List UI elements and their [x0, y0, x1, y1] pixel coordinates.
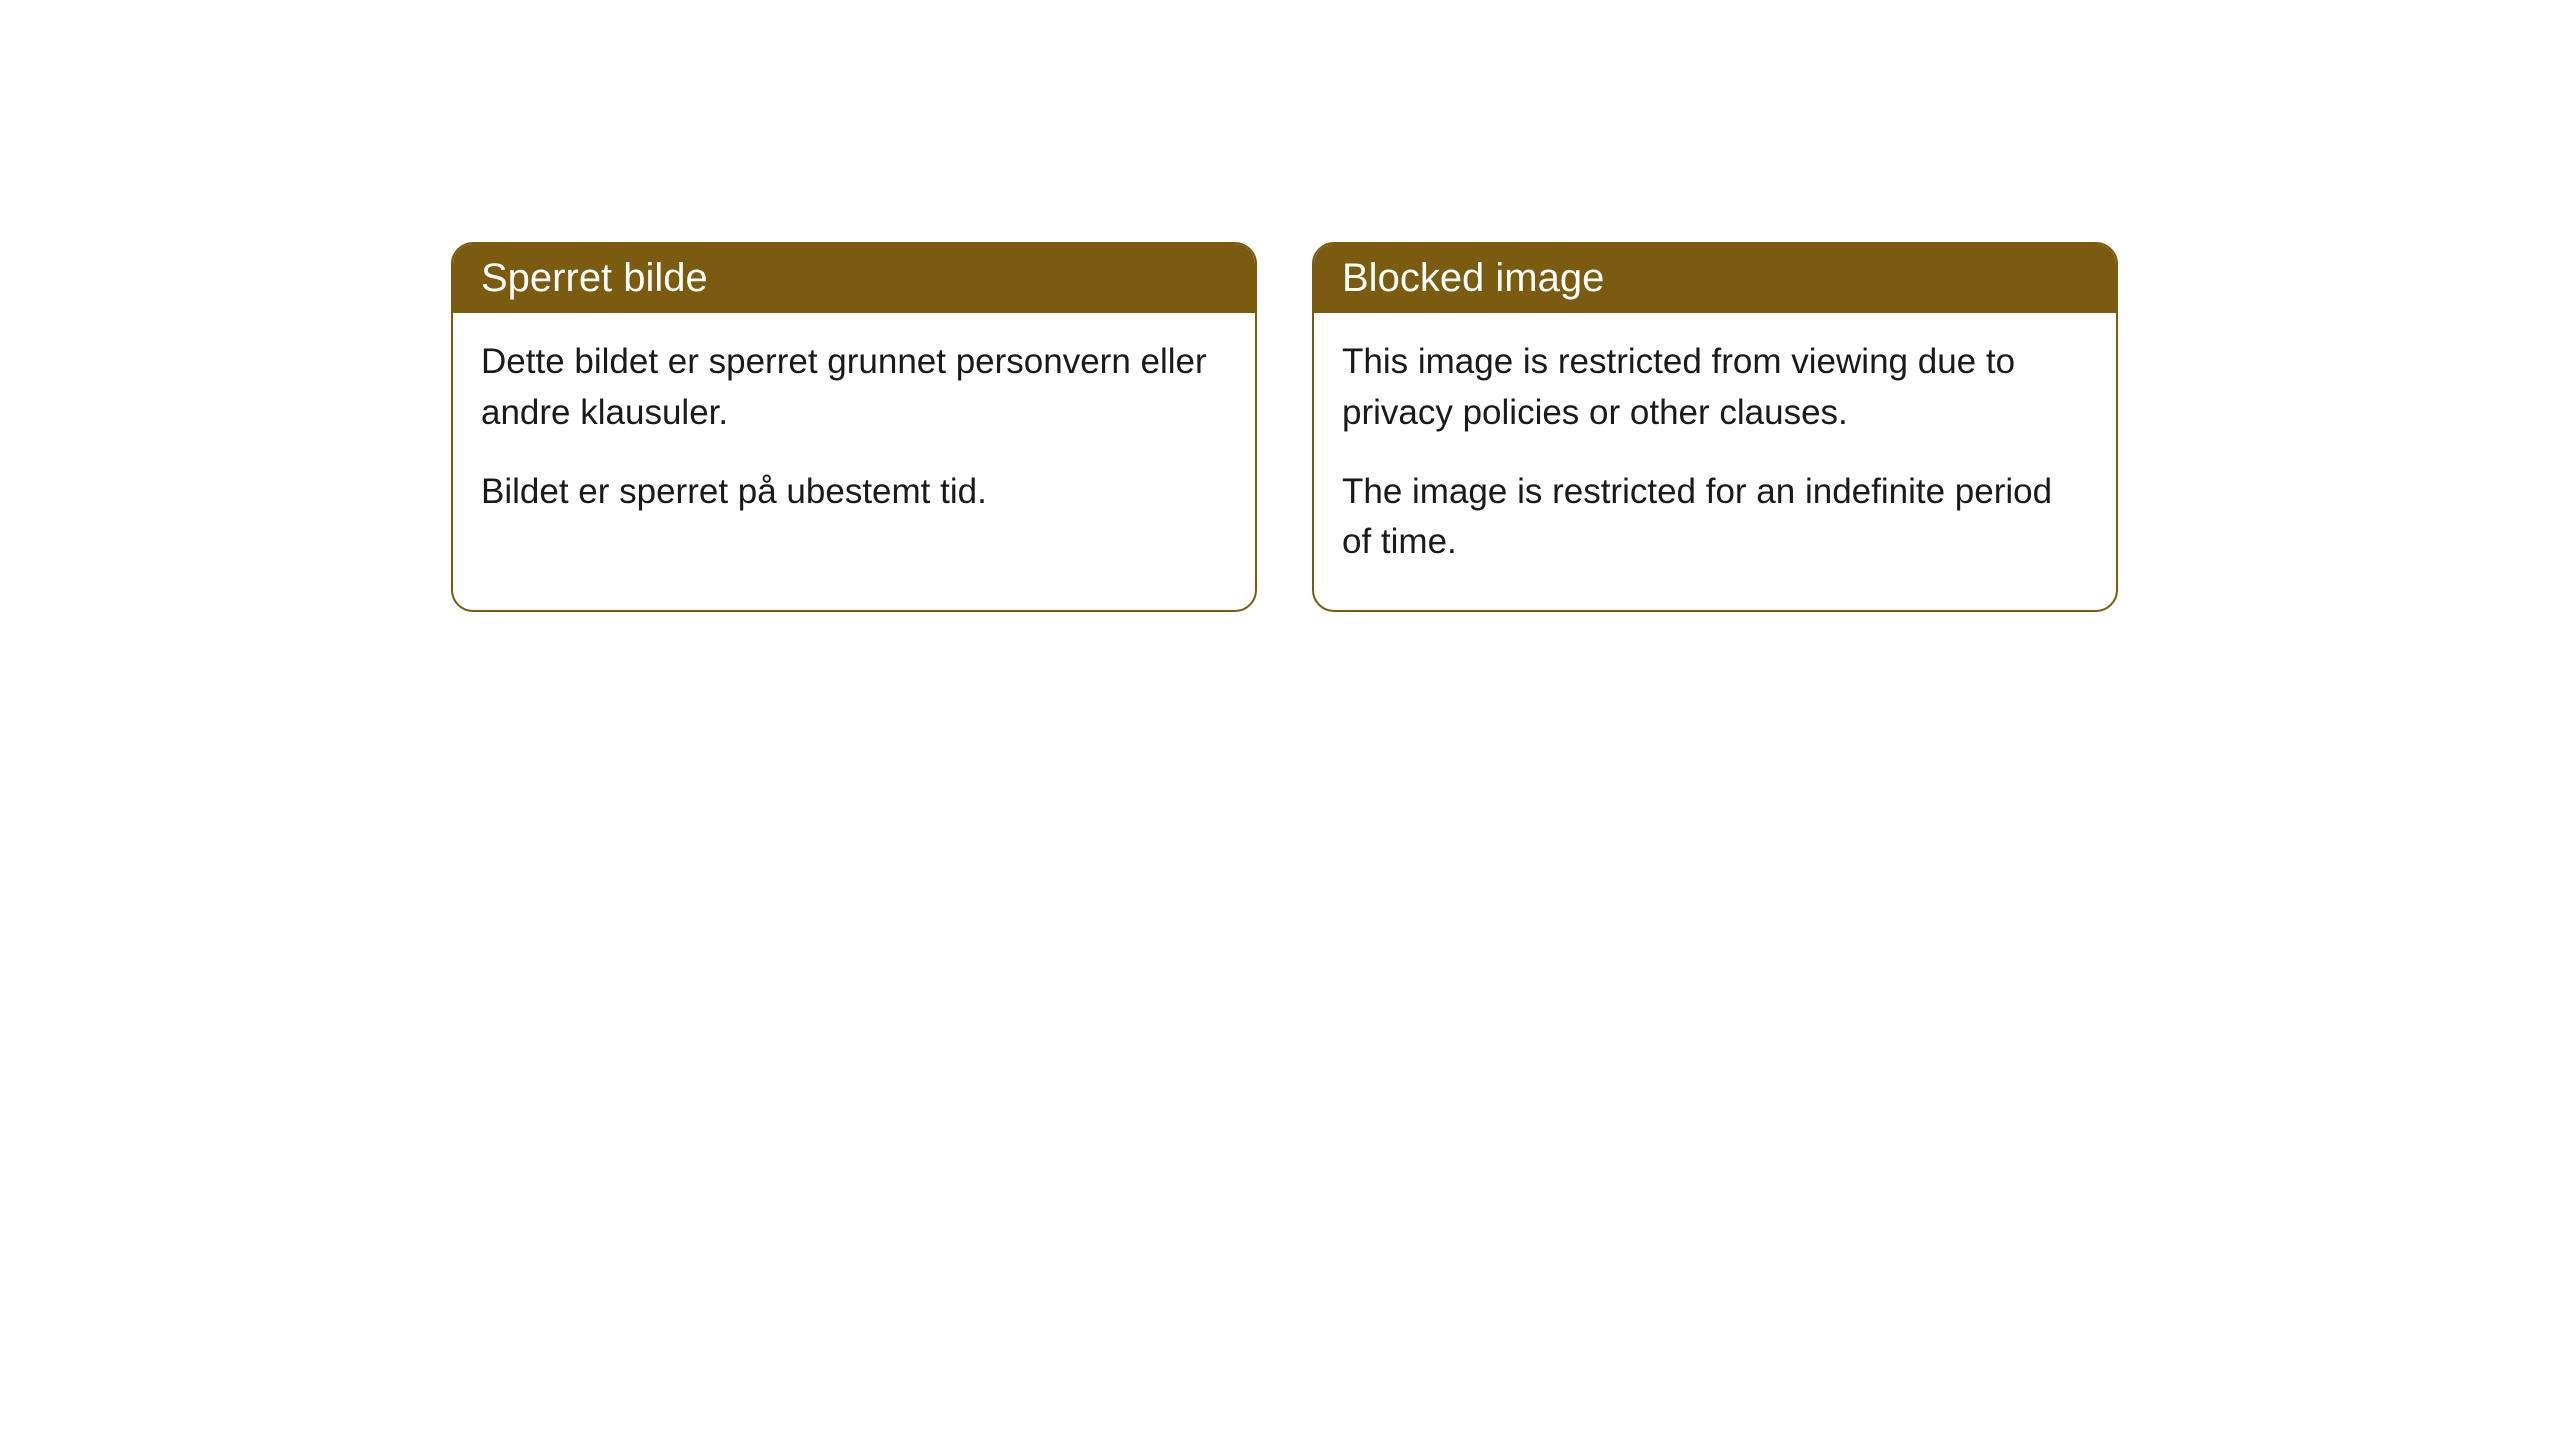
card-paragraph: Dette bildet er sperret grunnet personve… — [481, 337, 1227, 439]
card-paragraph: This image is restricted from viewing du… — [1342, 337, 2088, 439]
card-header-english: Blocked image — [1314, 244, 2116, 313]
card-body-english: This image is restricted from viewing du… — [1314, 313, 2116, 610]
cards-container: Sperret bilde Dette bildet er sperret gr… — [451, 242, 2118, 612]
card-paragraph: The image is restricted for an indefinit… — [1342, 467, 2088, 569]
card-norwegian: Sperret bilde Dette bildet er sperret gr… — [451, 242, 1257, 612]
card-paragraph: Bildet er sperret på ubestemt tid. — [481, 467, 1227, 518]
card-body-norwegian: Dette bildet er sperret grunnet personve… — [453, 313, 1255, 559]
card-english: Blocked image This image is restricted f… — [1312, 242, 2118, 612]
card-header-norwegian: Sperret bilde — [453, 244, 1255, 313]
